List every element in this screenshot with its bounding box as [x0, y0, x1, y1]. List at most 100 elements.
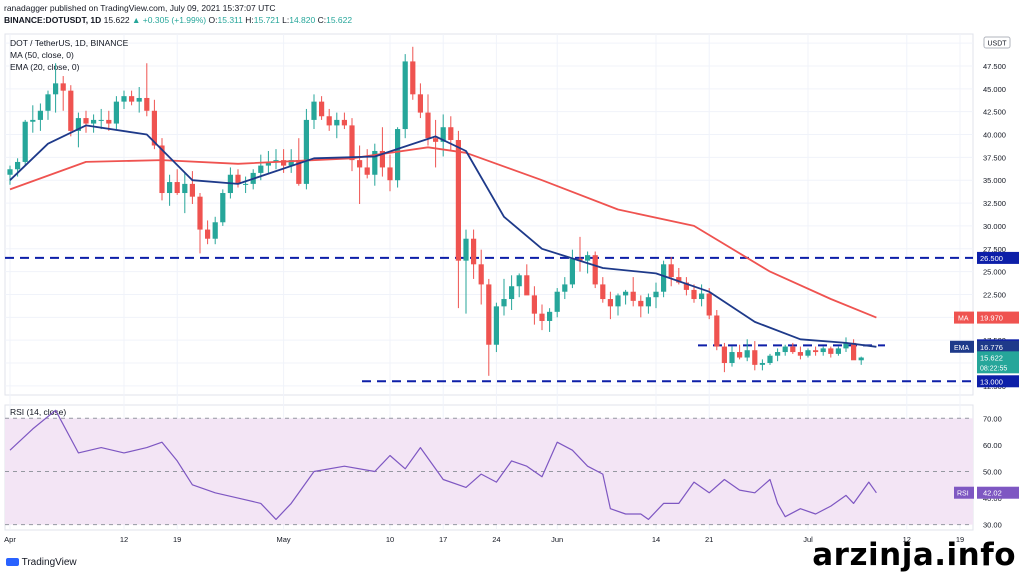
symbol: BINANCE:DOTUSDT, 1D — [4, 15, 102, 25]
candle-body — [417, 94, 423, 113]
price-axis-label: 42.500 — [983, 108, 1006, 117]
candle-body — [364, 167, 370, 175]
candle-body — [463, 238, 469, 261]
last-price-box — [977, 351, 1019, 374]
candle-body — [182, 183, 188, 194]
candle-body — [744, 350, 750, 358]
candle-body — [395, 129, 401, 181]
candle-body — [478, 264, 484, 285]
candle-body — [752, 350, 758, 365]
ma-tag: MA — [958, 316, 969, 323]
candle-body — [813, 350, 819, 353]
last-price-tag: 15.622 — [980, 353, 1003, 362]
ma-indicator-label: MA (50, close, 0) — [10, 50, 74, 60]
candle-body — [592, 255, 598, 285]
candle-body — [425, 112, 431, 139]
candle-body — [699, 293, 705, 300]
candle-body — [45, 94, 51, 111]
candle-body — [843, 342, 849, 349]
close-value: 15.622 — [326, 15, 353, 25]
price-axis-label: 32.500 — [983, 199, 1006, 208]
candle-body — [714, 315, 720, 347]
last-price: 15.622 — [103, 15, 130, 25]
candle-body — [509, 286, 515, 300]
publisher-line: ranadagger published on TradingView.com,… — [4, 3, 276, 13]
ma50-line — [9, 146, 877, 319]
candle-body — [379, 150, 385, 168]
level-price-tag: 13.000 — [980, 377, 1003, 386]
time-axis-label: 14 — [652, 535, 660, 544]
time-axis-label: 12 — [120, 535, 128, 544]
time-axis-label: May — [277, 535, 291, 544]
price-axis-label: 27.500 — [983, 245, 1006, 254]
candle-body — [471, 238, 477, 265]
candle-body — [205, 229, 211, 239]
candle-body — [387, 167, 393, 181]
candle-body — [98, 119, 104, 121]
candle-body — [668, 264, 674, 278]
candle-body — [174, 182, 180, 194]
candle-body — [486, 284, 492, 345]
candle-body — [455, 140, 461, 261]
price-axis-label: 47.500 — [983, 62, 1006, 71]
candle-body — [212, 222, 218, 239]
ma-tag-box — [954, 311, 974, 324]
candle-body — [623, 291, 629, 296]
candle-body — [68, 90, 74, 131]
candle-body — [311, 101, 317, 120]
time-axis-label: 24 — [492, 535, 500, 544]
candle-body — [440, 127, 446, 142]
open-value: 15.311 — [217, 15, 243, 25]
candle-body — [607, 299, 613, 307]
tradingview-label: TradingView — [21, 557, 77, 568]
currency-box — [983, 36, 1011, 49]
price-axis-label: 25.000 — [983, 268, 1006, 277]
ema-indicator-label: EMA (20, close, 0) — [10, 62, 80, 72]
candle-body — [235, 174, 241, 184]
candle-body — [83, 118, 89, 124]
price-axis-label: 45.000 — [983, 85, 1006, 94]
candle-body — [630, 291, 636, 301]
candle-body — [433, 138, 439, 142]
candle-body — [767, 355, 773, 364]
candle-body — [22, 121, 28, 162]
ema-tag-box — [950, 340, 974, 353]
price-axis-label: 37.500 — [983, 153, 1006, 162]
candle-body — [638, 300, 644, 307]
high-value: 15.721 — [253, 15, 280, 25]
candle-body — [265, 161, 271, 166]
candle-body — [402, 61, 408, 130]
candle-body — [547, 311, 553, 321]
time-axis-label: 21 — [705, 535, 713, 544]
candle-body — [797, 352, 803, 356]
ema-price-tag-box — [977, 340, 1019, 353]
time-axis-label: 19 — [956, 535, 964, 544]
candle-body — [258, 165, 264, 173]
candle-body — [737, 352, 743, 358]
rsi-title: RSI (14, close) — [10, 407, 66, 417]
candle-body — [493, 306, 499, 345]
watermark: arzinja.info — [812, 537, 1016, 573]
time-axis-label: Jul — [803, 535, 813, 544]
tradingview-logo[interactable]: TradingView — [6, 557, 77, 568]
candle-body — [75, 118, 81, 131]
candle-body — [349, 125, 355, 161]
candle-body — [159, 145, 165, 194]
candle-body — [683, 282, 689, 290]
time-axis-label: 17 — [439, 535, 447, 544]
candle-body — [91, 119, 97, 124]
candle-body — [334, 119, 340, 126]
candle-body — [37, 110, 43, 120]
candle-body — [326, 116, 332, 126]
candle-body — [645, 297, 651, 307]
ema-price-tag: 16.776 — [980, 343, 1003, 352]
candle-body — [577, 258, 583, 261]
candle-body — [501, 299, 507, 307]
candle-body — [562, 284, 568, 292]
candle-body — [835, 348, 841, 354]
candle-body — [615, 295, 621, 307]
candle-body — [661, 264, 667, 292]
level-price-tag-box — [977, 375, 1019, 388]
ma-price-tag-box — [977, 311, 1019, 324]
